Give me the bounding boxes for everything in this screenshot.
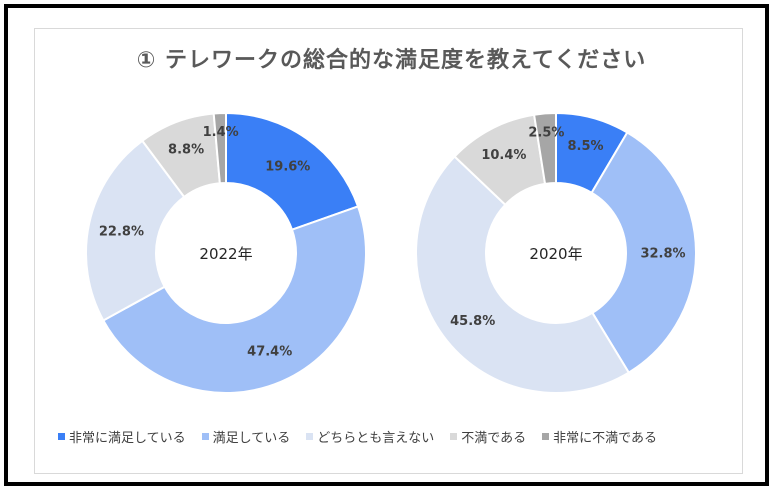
donut-slice bbox=[532, 111, 557, 186]
legend-swatch bbox=[306, 433, 314, 440]
legend-item: 非常に満足している bbox=[58, 427, 186, 446]
donut-center-label: 2020年 bbox=[529, 245, 582, 263]
legend-label: 不満である bbox=[461, 431, 527, 446]
slice-data-label: 32.8% bbox=[640, 246, 685, 261]
slice-data-label: 19.6% bbox=[265, 160, 310, 175]
legend-swatch bbox=[58, 433, 65, 440]
slice-data-label: 8.8% bbox=[168, 142, 204, 157]
donut-chart-2020: 8.5% 32.8% 45.8% 10.4%2.5% 2020年 bbox=[415, 111, 697, 394]
donut-chart-2022: 19.6% 47.4% 22.8% 8.8% 1.4% 2022年 bbox=[85, 111, 367, 394]
donut-slice bbox=[85, 139, 186, 322]
legend-swatch bbox=[201, 433, 209, 440]
legend-swatch bbox=[450, 433, 458, 440]
donut-center-label: 2022年 bbox=[199, 245, 252, 263]
donut-slice bbox=[101, 205, 367, 394]
donut-slice bbox=[415, 155, 631, 394]
legend-item: 非常に不満である bbox=[542, 427, 657, 446]
slice-data-label: 22.8% bbox=[99, 224, 144, 239]
legend-label: 満足している bbox=[212, 431, 291, 446]
donut-slice bbox=[225, 111, 360, 231]
slice-data-label: 10.4% bbox=[481, 148, 526, 163]
legend-item: 満足している bbox=[201, 427, 291, 446]
legend-label: 非常に満足している bbox=[69, 431, 186, 446]
legend-label: 非常に不満である bbox=[553, 431, 658, 446]
slice-data-label: 8.5% bbox=[568, 139, 604, 154]
legend-label: どちらとも言えない bbox=[317, 431, 435, 446]
chart-legend: 非常に満足している 満足している どちらとも言えない 不満である 非常に不満であ… bbox=[58, 427, 657, 446]
donut-slice bbox=[212, 111, 227, 185]
slice-data-label: 1.4% bbox=[203, 125, 239, 140]
slice-data-label: 45.8% bbox=[450, 314, 495, 329]
legend-item: どちらとも言えない bbox=[306, 427, 434, 446]
chart-area bbox=[34, 28, 743, 474]
chart-title: ① テレワークの総合的な満足度を教えてください bbox=[136, 48, 647, 73]
slice-data-label: 2.5% bbox=[528, 125, 564, 140]
donut-slice bbox=[590, 131, 697, 374]
legend-swatch bbox=[542, 433, 550, 440]
legend-item: 不満である bbox=[450, 427, 526, 446]
slice-data-label: 47.4% bbox=[247, 345, 292, 360]
